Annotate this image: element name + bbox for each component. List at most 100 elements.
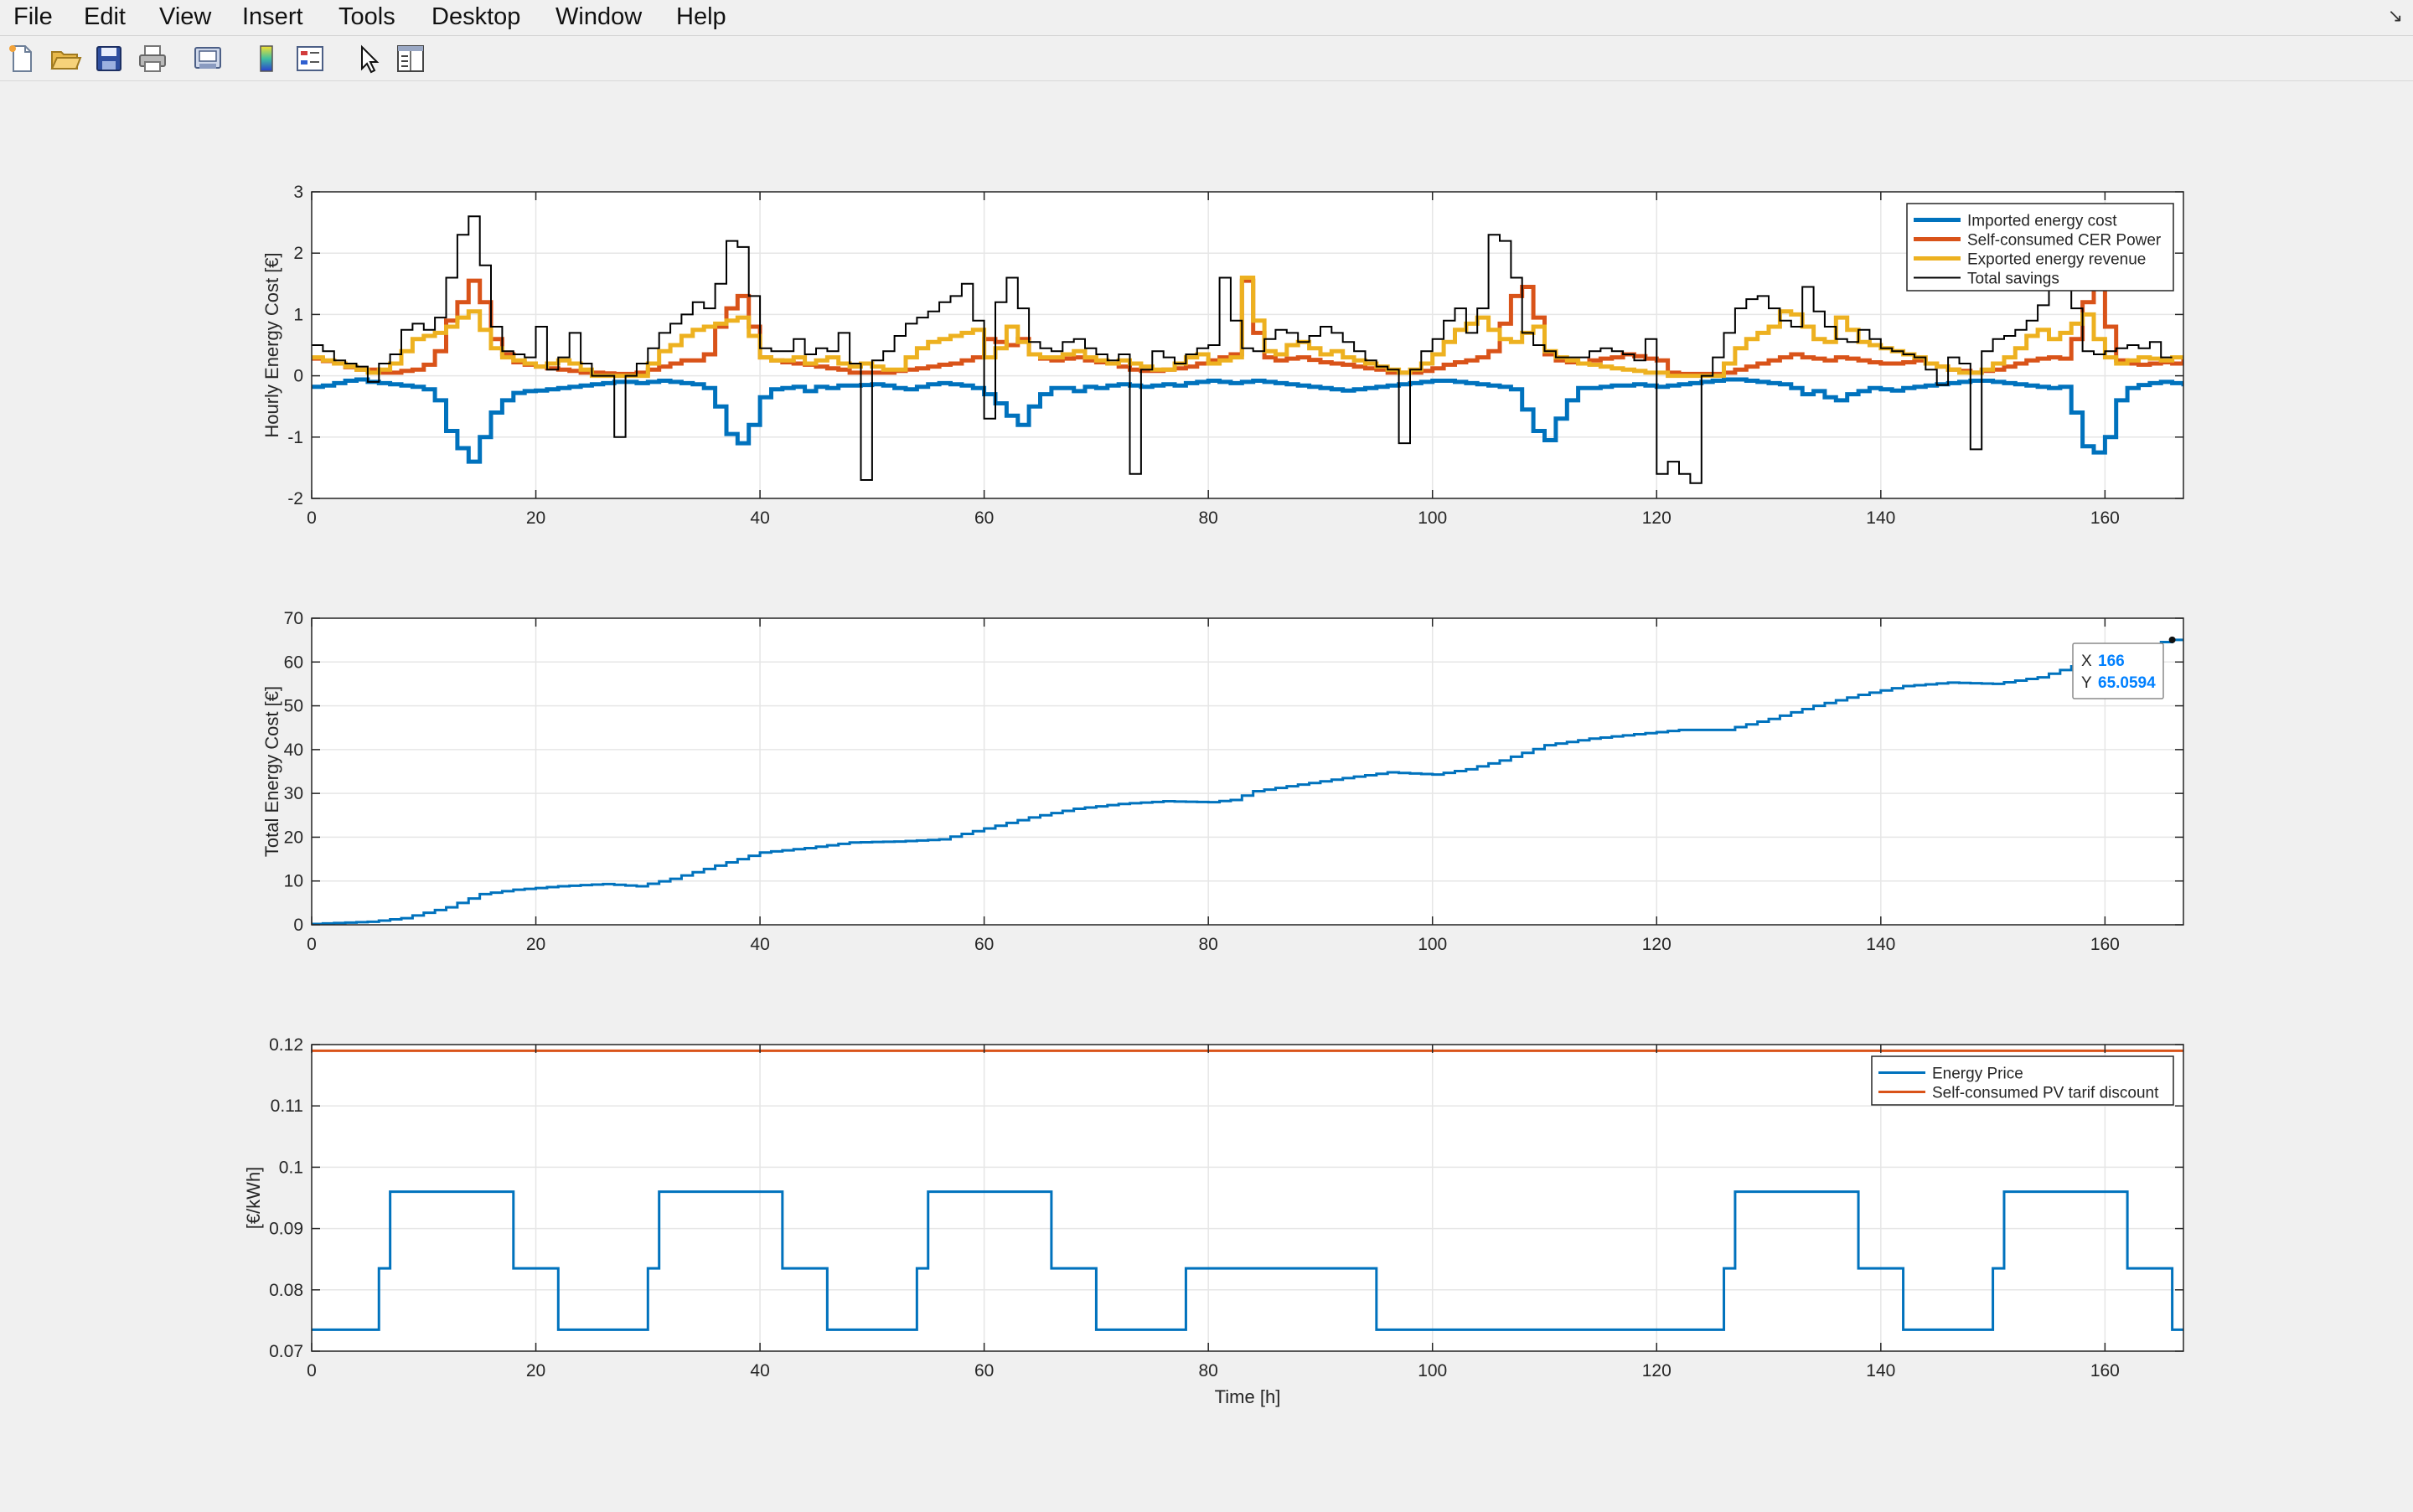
x-tick-label: 100 [1418, 1361, 1447, 1380]
x-tick-label: 160 [2090, 935, 2120, 954]
menu-bar: File Edit View Insert Tools Desktop Wind… [0, 0, 2413, 36]
y-tick-label: 2 [293, 244, 303, 263]
x-tick-label: 120 [1642, 508, 1672, 528]
series-group [312, 1049, 2183, 1331]
y-tick-label: 30 [284, 784, 303, 803]
x-tick-label: 40 [750, 1361, 769, 1380]
x-tick-label: 20 [526, 508, 545, 528]
y-tick-label: 20 [284, 828, 303, 847]
data-tip-box [2072, 642, 2164, 699]
x-tick-label: 0 [307, 1361, 317, 1380]
y-axis-label: [€/kWh] [243, 1167, 264, 1230]
menu-tools[interactable]: Tools [338, 3, 395, 30]
x-tick-label: 80 [1199, 935, 1218, 954]
legend[interactable]: Imported energy cost Self-consumed CER Po… [1906, 203, 2174, 292]
y-tick-label: 1 [293, 305, 303, 324]
legend-entry: Self-consumed CER Power [1967, 232, 2162, 250]
legend-box [1871, 1055, 2174, 1106]
x-tick-label: 80 [1199, 1361, 1218, 1380]
menu-insert[interactable]: Insert [242, 3, 303, 30]
data-tip-y-label: Y [2081, 674, 2092, 692]
series-group [312, 215, 2217, 484]
axes-hourly-energy-cost[interactable]: 0 20 40 60 80 100 120 140 160 -2 -1 0 1 2 3 Hourly Ener… [261, 183, 2217, 528]
y-tick-label: 0.11 [271, 1097, 303, 1116]
x-tick-label: 20 [526, 935, 545, 954]
x-tick-label: 0 [307, 935, 317, 954]
y-tick-label: 40 [284, 741, 303, 760]
colorbar-icon[interactable] [250, 42, 283, 75]
print-preview-icon[interactable] [191, 42, 225, 75]
data-tip-marker [2168, 636, 2176, 643]
y-tick-label: 0 [293, 367, 303, 386]
x-tick-label: 60 [974, 935, 994, 954]
y-tick-label: 50 [284, 697, 303, 716]
figure-toolbar [0, 37, 2413, 81]
series-line-cumulative-cost[interactable] [312, 638, 2183, 925]
menu-view[interactable]: View [159, 3, 212, 30]
x-tick-label: 140 [1866, 935, 1895, 954]
open-folder-icon[interactable] [49, 42, 82, 75]
x-tick-label: 80 [1199, 508, 1218, 528]
y-tick-label: 70 [284, 609, 303, 628]
x-tick-label: 20 [526, 1361, 545, 1380]
x-tick-label: 160 [2090, 508, 2120, 528]
legend-entry: Imported energy cost [1967, 213, 2117, 230]
x-tick-label: 120 [1642, 1361, 1672, 1380]
y-tick-label: 0.1 [279, 1158, 303, 1177]
y-axis-label: Hourly Energy Cost [€] [261, 252, 282, 437]
x-tick-label: 40 [750, 508, 769, 528]
series-line-total-savings[interactable] [312, 215, 2173, 484]
x-axis-label: Time [h] [1215, 1386, 1281, 1407]
x-tick-label: 0 [307, 508, 317, 528]
property-inspector-icon[interactable] [394, 42, 427, 75]
x-tick-label: 60 [974, 508, 994, 528]
y-tick-label: 0.07 [269, 1342, 303, 1361]
print-icon[interactable] [136, 42, 169, 75]
series-line-imported-energy-cost[interactable] [312, 377, 2217, 464]
y-tick-label: 0 [293, 916, 303, 935]
data-tip-y-value: 65.0594 [2098, 674, 2156, 692]
legend-entry: Energy Price [1932, 1066, 2023, 1083]
plot-area[interactable] [312, 192, 2183, 498]
menu-help[interactable]: Help [676, 3, 726, 30]
axes-total-energy-cost[interactable]: 0 20 40 60 80 100 120 140 160 0 10 20 30 40 50 60 70 Tota… [261, 609, 2184, 954]
legend-icon[interactable] [293, 42, 327, 75]
x-tick-label: 140 [1866, 1361, 1895, 1380]
x-tick-label: 60 [974, 1361, 994, 1380]
x-tick-label: 160 [2090, 1361, 2120, 1380]
y-tick-label: 60 [284, 653, 303, 672]
y-tick-label: 10 [284, 872, 303, 891]
data-tip-x-value: 166 [2098, 653, 2125, 670]
y-tick-label: 0.12 [269, 1035, 303, 1055]
y-tick-label: 3 [293, 183, 303, 202]
menu-window[interactable]: Window [555, 3, 643, 30]
x-tick-label: 120 [1642, 935, 1672, 954]
menu-desktop[interactable]: Desktop [431, 3, 521, 30]
axes-box [311, 191, 2184, 499]
menu-file[interactable]: File [13, 3, 53, 30]
x-tick-label: 40 [750, 935, 769, 954]
undock-icon[interactable]: ↘ [2387, 5, 2403, 26]
y-tick-label: -1 [287, 428, 303, 447]
axes-energy-price[interactable]: 0 20 40 60 80 100 120 140 160 0.07 0.08 0.09 0.1 0.11… [243, 1035, 2184, 1407]
legend-entry: Exported energy revenue [1967, 251, 2146, 269]
axes-box [311, 617, 2184, 926]
pointer-icon[interactable] [352, 42, 385, 75]
y-tick-label: 0.09 [269, 1220, 303, 1239]
x-tick-label: 100 [1418, 508, 1447, 528]
plot-area[interactable] [312, 618, 2183, 925]
figure-canvas[interactable]: 0 20 40 60 80 100 120 140 160 -2 -1 0 1 2 3 Hourly Ener… [0, 82, 2413, 1508]
legend-entry: Total savings [1967, 271, 2059, 288]
x-tick-label: 100 [1418, 935, 1447, 954]
x-tick-label: 140 [1866, 508, 1895, 528]
series-group [312, 638, 2183, 925]
y-tick-label: 0.08 [269, 1281, 303, 1300]
legend[interactable]: Energy Price Self-consumed PV tarif disco… [1871, 1055, 2174, 1106]
data-tip[interactable]: X 166 Y 65.0594 [2072, 636, 2176, 699]
menu-edit[interactable]: Edit [84, 3, 126, 30]
series-line-energy-price[interactable] [312, 1190, 2183, 1331]
new-figure-icon[interactable] [5, 42, 39, 75]
save-icon[interactable] [92, 42, 126, 75]
y-tick-label: -2 [287, 489, 303, 508]
